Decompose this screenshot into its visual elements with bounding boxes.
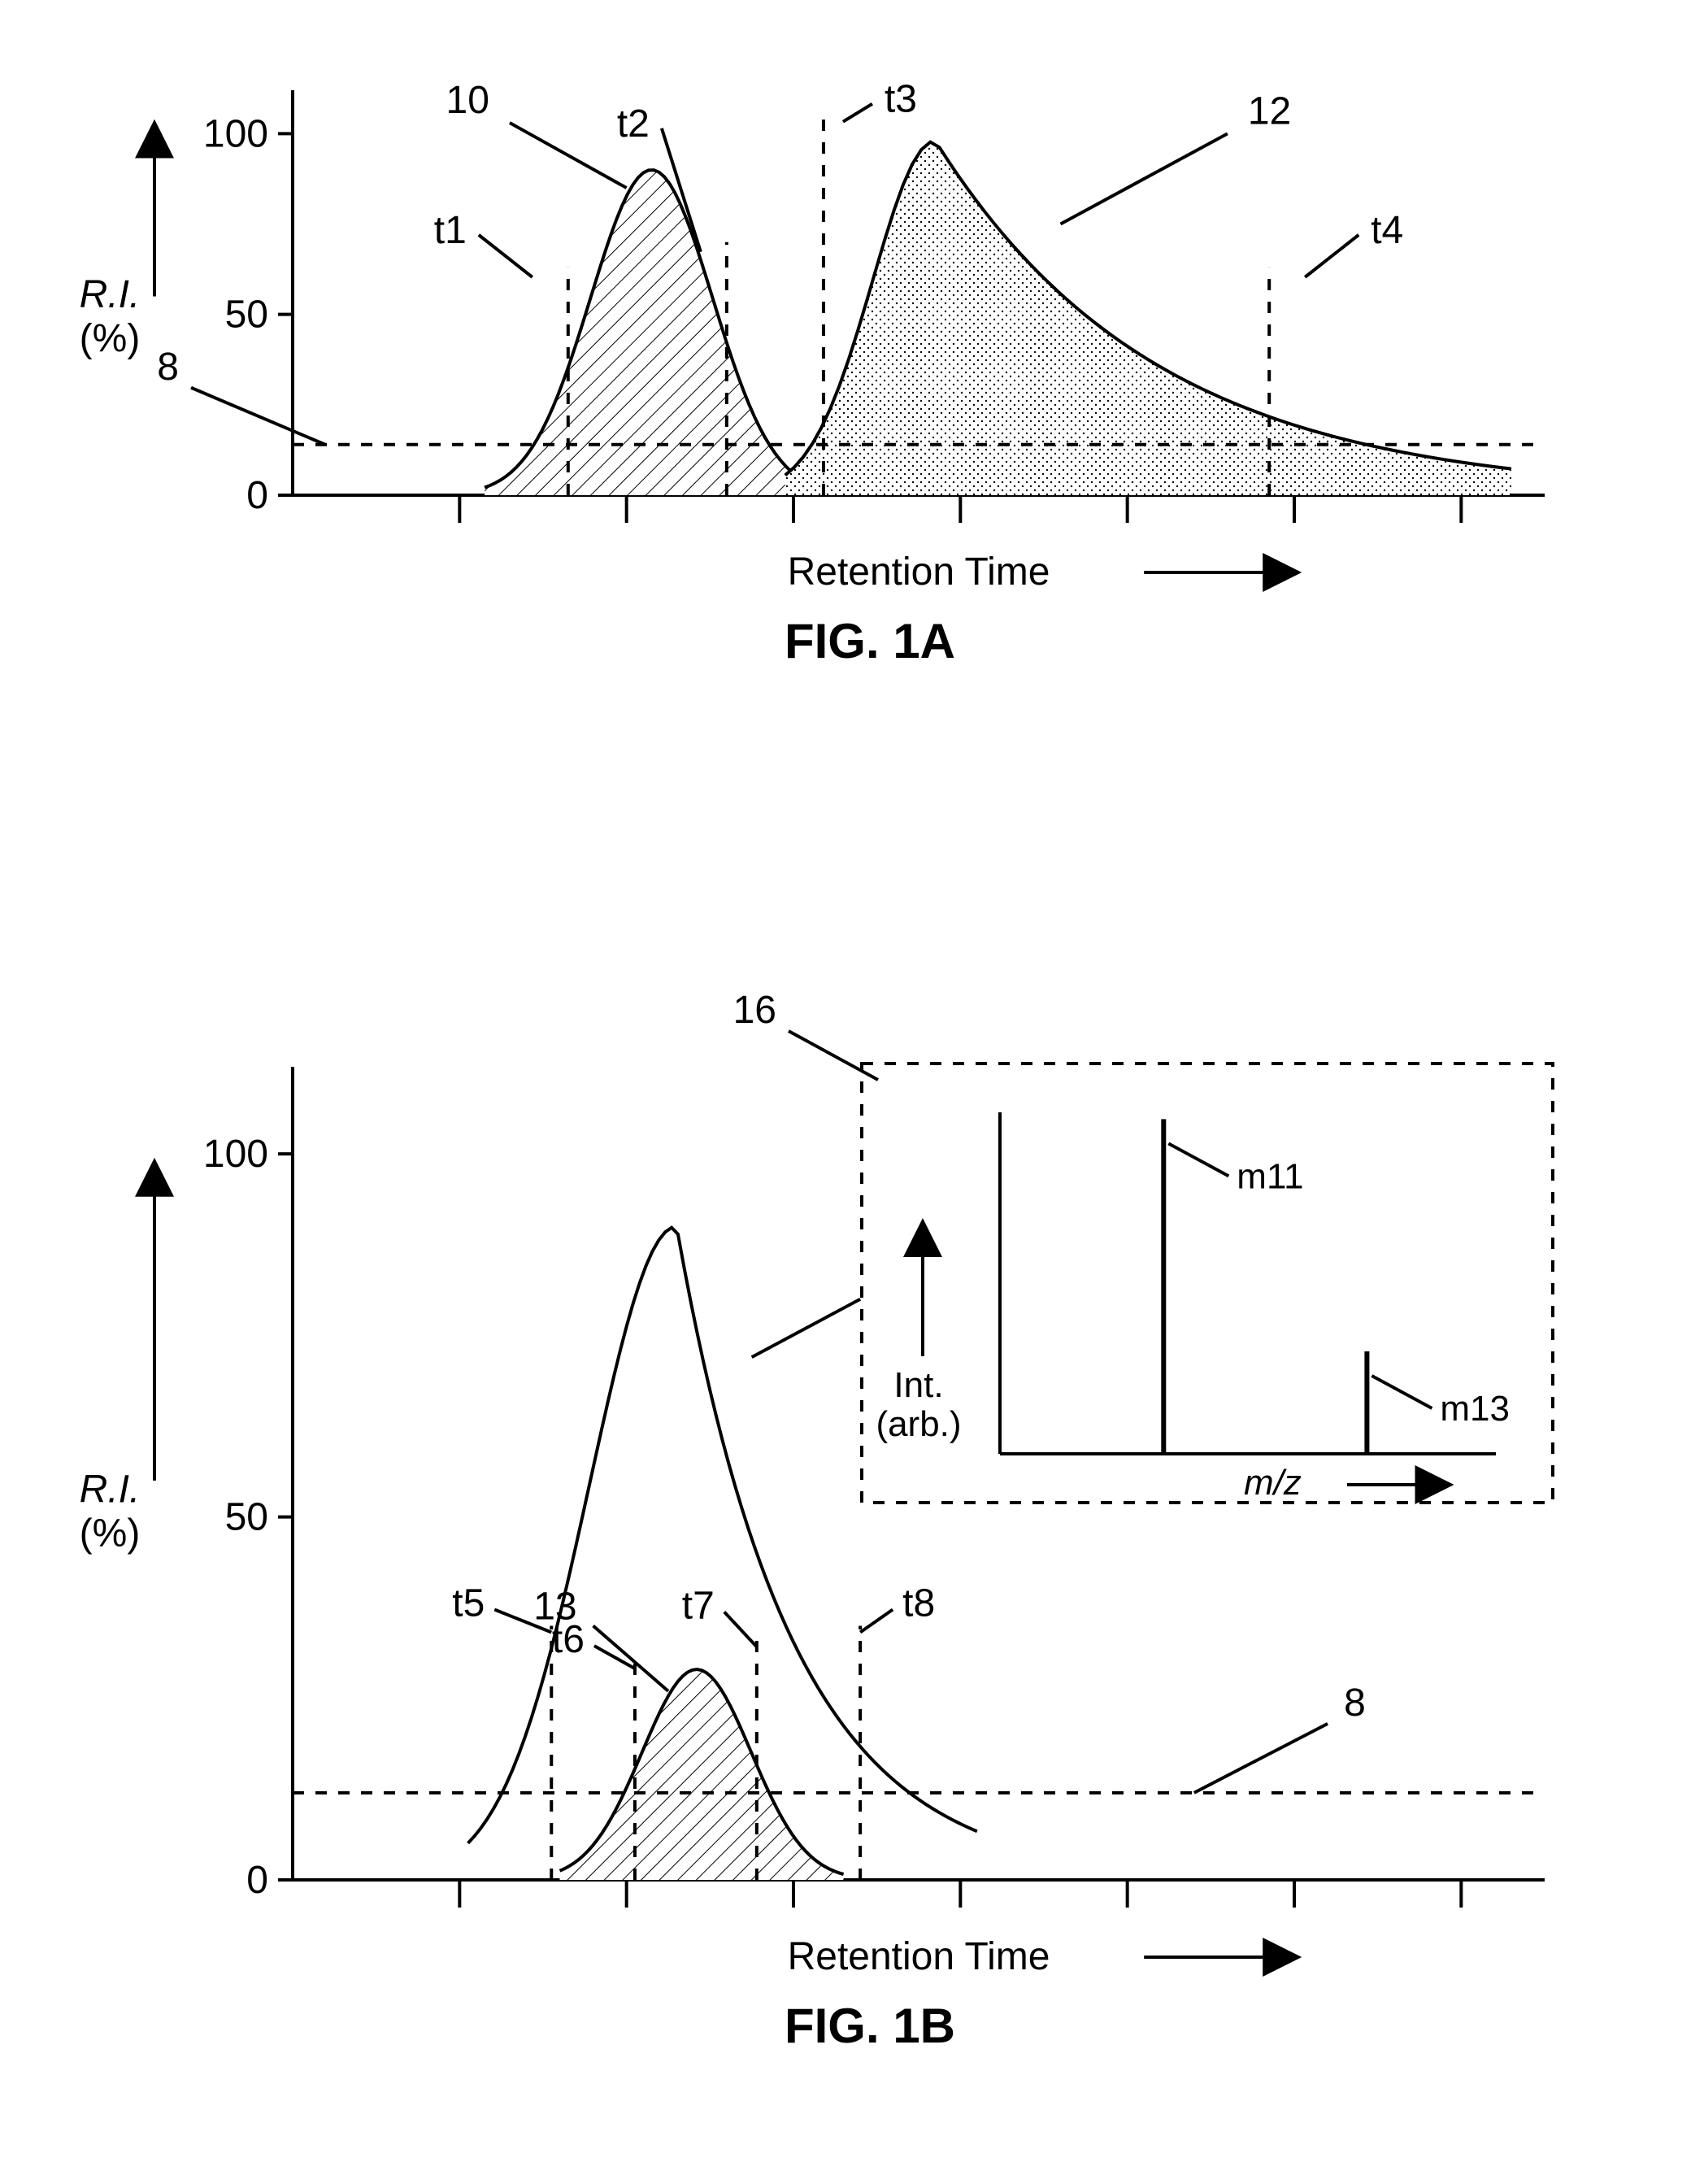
time-label-t3: t3 bbox=[885, 78, 917, 121]
time-label-t2: t2 bbox=[617, 102, 650, 146]
figure-title: FIG. 1A bbox=[785, 614, 955, 668]
inset-x-label: m/z bbox=[1244, 1463, 1302, 1503]
time-label-t4: t4 bbox=[1371, 209, 1403, 252]
leader-t3 bbox=[843, 104, 872, 122]
leader-t7 bbox=[724, 1612, 757, 1647]
leader-t8 bbox=[860, 1610, 893, 1633]
leader-threshold-8b bbox=[1194, 1724, 1328, 1793]
page: 050100R.I.(%)Retention TimeFIG. 1A10128t… bbox=[0, 0, 1704, 2184]
time-label-t6: t6 bbox=[552, 1618, 585, 1661]
y-tick-label: 50 bbox=[225, 294, 268, 337]
inset-bg bbox=[862, 1064, 1553, 1503]
figure-svg: 050100R.I.(%)Retention TimeFIG. 1A10128t… bbox=[0, 0, 1704, 2184]
leader-12 bbox=[1061, 133, 1228, 224]
leader-11 bbox=[752, 1299, 860, 1357]
inset-peak-label-m13: m13 bbox=[1440, 1389, 1510, 1429]
figure-title: FIG. 1B bbox=[785, 1999, 955, 2053]
x-axis-label: Retention Time bbox=[788, 550, 1050, 594]
time-label-t8: t8 bbox=[902, 1582, 935, 1625]
leader-13 bbox=[593, 1626, 668, 1691]
time-label-t5: t5 bbox=[452, 1582, 485, 1625]
time-label-t7: t7 bbox=[682, 1584, 715, 1627]
inset-y-label: Int. bbox=[893, 1365, 943, 1405]
threshold-label: 8 bbox=[157, 346, 179, 389]
leader-threshold-8 bbox=[191, 388, 325, 445]
leader-10 bbox=[510, 123, 627, 188]
inset-label-16: 16 bbox=[733, 989, 776, 1032]
y-tick-label: 0 bbox=[246, 474, 268, 517]
inset-peak-label-m11: m11 bbox=[1237, 1156, 1303, 1196]
leader-t4 bbox=[1305, 235, 1358, 277]
y-axis-label-2: (%) bbox=[80, 317, 141, 360]
y-axis-label: R.I. bbox=[80, 1468, 141, 1512]
peak-label-10: 10 bbox=[446, 79, 489, 122]
peak-label-12: 12 bbox=[1248, 89, 1291, 133]
peak-fill-12 bbox=[785, 142, 1511, 495]
y-axis-label-2: (%) bbox=[80, 1512, 141, 1555]
time-label-t1: t1 bbox=[434, 209, 467, 252]
x-axis-label: Retention Time bbox=[788, 1935, 1050, 1978]
leader-16 bbox=[789, 1031, 878, 1080]
y-axis-label: R.I. bbox=[80, 273, 141, 316]
threshold-label-b: 8 bbox=[1344, 1682, 1366, 1725]
y-tick-label: 50 bbox=[225, 1496, 268, 1539]
y-tick-label: 100 bbox=[203, 1133, 268, 1176]
inset-y-label-2: (arb.) bbox=[876, 1404, 961, 1444]
y-tick-label: 0 bbox=[246, 1859, 268, 1902]
y-tick-label: 100 bbox=[203, 112, 268, 155]
leader-t1 bbox=[479, 235, 532, 277]
